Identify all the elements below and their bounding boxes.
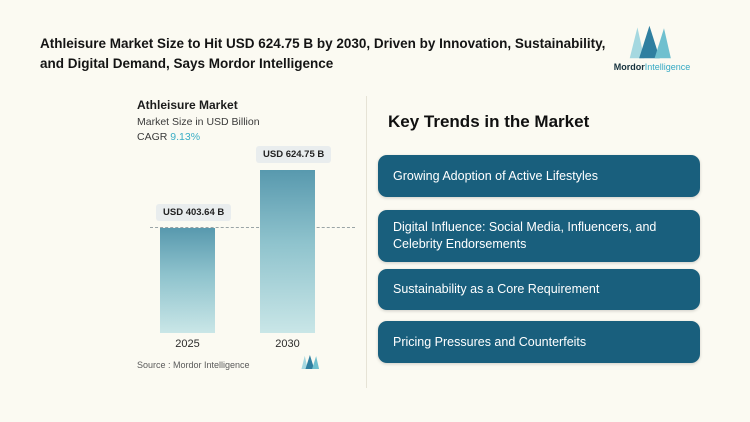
bar-2030 xyxy=(260,170,315,333)
cagr-value: 9.13% xyxy=(170,131,201,143)
brand-logo-text: MordorIntelligence xyxy=(614,62,691,72)
trend-card-active-lifestyles: Growing Adoption of Active Lifestyles xyxy=(378,155,700,197)
vertical-divider xyxy=(366,96,367,388)
mordor-logo-small-icon xyxy=(301,355,320,369)
source-attribution: Source : Mordor Intelligence xyxy=(137,360,250,370)
chart-subtitle: Market Size in USD Billion xyxy=(137,116,260,128)
bar-2025 xyxy=(160,228,215,333)
trend-card-digital-influence: Digital Influence: Social Media, Influen… xyxy=(378,210,700,262)
bar-value-label-2025: USD 403.64 B xyxy=(156,204,232,221)
x-axis-label-2030: 2030 xyxy=(275,338,300,350)
brand-name-dark: Mordor xyxy=(613,62,645,72)
page-title: Athleisure Market Size to Hit USD 624.75… xyxy=(40,36,606,71)
trend-card-sustainability: Sustainability as a Core Requirement xyxy=(378,269,700,310)
cagr-label: CAGR xyxy=(137,131,171,143)
chart-title: Athleisure Market xyxy=(137,98,238,112)
reference-dashed-line xyxy=(150,227,355,228)
brand-name-teal: Intelligence xyxy=(644,62,691,72)
brand-logo: MordorIntelligence xyxy=(602,24,702,72)
bar-chart: USD 403.64 B USD 624.75 B 2025 2030 xyxy=(150,146,355,350)
trends-heading: Key Trends in the Market xyxy=(388,112,590,131)
trend-card-pricing-counterfeits: Pricing Pressures and Counterfeits xyxy=(378,321,700,363)
x-axis-label-2025: 2025 xyxy=(175,338,200,350)
chart-cagr: CAGR 9.13% xyxy=(137,131,200,143)
mordor-logo-icon xyxy=(629,25,671,59)
bar-value-label-2030: USD 624.75 B xyxy=(256,146,332,163)
